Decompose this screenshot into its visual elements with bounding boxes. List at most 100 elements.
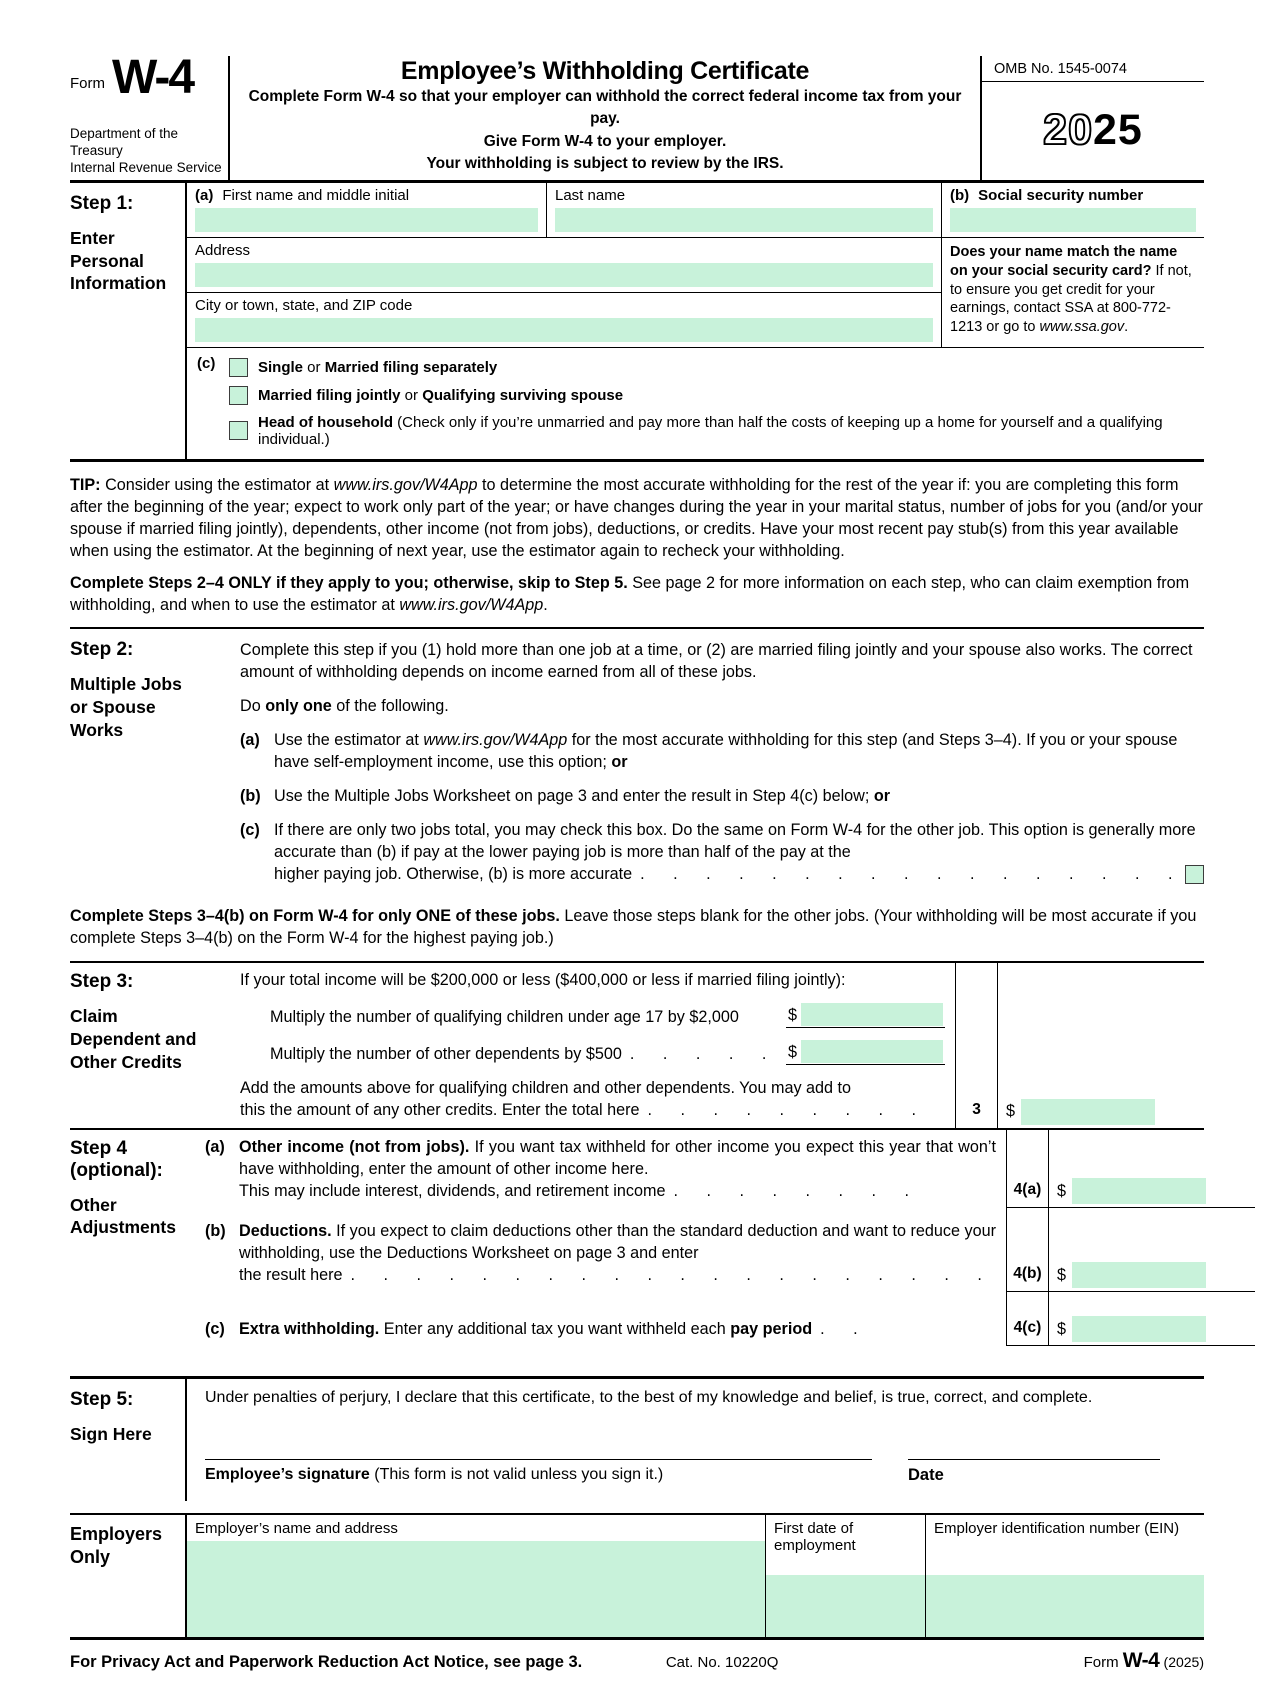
two-jobs-checkbox[interactable]	[1185, 864, 1204, 884]
step3-body: If your total income will be $200,000 or…	[240, 963, 1204, 1128]
do-text-2: of the following.	[331, 697, 449, 716]
step3-dependents-row: Multiply the number of other dependents …	[240, 1034, 1204, 1072]
omb-number: OMB No. 1545-0074	[982, 56, 1204, 82]
last-name-label: Last name	[555, 186, 626, 204]
last-name-cell: Last name	[547, 182, 942, 237]
footer-form-word: Form	[1083, 1653, 1119, 1671]
option-c-last-line: higher paying job. Otherwise, (b) is mor…	[274, 863, 1204, 885]
option-c-dot-leader: . . . . . . . . . . . . . . . . . . . .	[640, 865, 1185, 884]
step1-section: Step 1: Enter Personal Information (a) Fi…	[70, 182, 1204, 462]
step4-body: (a) Other income (not from jobs). If you…	[205, 1129, 1255, 1346]
form-subtitle-1: Complete Form W-4 so that your employer …	[248, 88, 962, 128]
first-name-input[interactable]	[195, 207, 538, 232]
privacy-act-notice: For Privacy Act and Paperwork Reduction …	[70, 1652, 583, 1671]
ein-spacer	[926, 1539, 1204, 1575]
step3-intro-row: If your total income will be $200,000 or…	[240, 963, 1204, 998]
step4b-dot-leader: . . . . . . . . . . . . . . . . . . . . …	[350, 1265, 996, 1284]
step1-sublabel: Enter Personal Information	[70, 227, 167, 294]
city-input[interactable]	[195, 317, 933, 342]
surviving-spouse-bold: Qualifying surviving spouse	[422, 386, 624, 404]
pay-period-bold: pay period	[730, 1319, 813, 1338]
deductions-bold: Deductions.	[239, 1221, 332, 1240]
address-input[interactable]	[195, 262, 933, 287]
children-amount-input[interactable]	[801, 1003, 943, 1027]
step5-label-block: Step 5: Sign Here	[70, 1379, 185, 1501]
tax-year-solid: 25	[1093, 106, 1143, 155]
steps24-note: Complete Steps 2–4 ONLY if they apply to…	[70, 572, 1204, 616]
filing-status-options: Single or Married filing separately Marr…	[229, 355, 1204, 451]
option-b-tag: (b)	[240, 787, 261, 806]
ein-input[interactable]	[926, 1574, 1204, 1637]
step2-body: Complete this step if you (1) hold more …	[240, 639, 1204, 889]
step2-section: Step 2: Multiple Jobs or Spouse Works Co…	[70, 629, 1204, 893]
last-name-input[interactable]	[555, 207, 933, 232]
steps24-bold: Complete Steps 2–4 ONLY if they apply to…	[70, 574, 628, 592]
step3-amtcol-spacer1	[997, 963, 1204, 998]
ssn-note-text: If not, to ensure you get credit for you…	[950, 262, 1192, 336]
line-4c-dollar-sign: $	[1056, 1319, 1066, 1338]
form-subtitle-2: Give Form W-4 to your employer.	[483, 132, 727, 150]
total-credits-amount-input[interactable]	[1021, 1098, 1156, 1125]
form-title-block: Employee’s Withholding Certificate Compl…	[230, 56, 980, 180]
dependents-amount-box: $	[785, 1040, 945, 1066]
ssn-input[interactable]	[950, 207, 1196, 232]
employer-name-address-input[interactable]	[187, 1540, 765, 1637]
agency-name: Department of the Treasury Internal Reve…	[70, 116, 222, 177]
estimator-url: www.irs.gov/W4App	[333, 475, 478, 494]
step2-option-c: (c) If there are only two jobs total, yo…	[240, 819, 1204, 885]
head-household-checkbox[interactable]	[229, 421, 248, 441]
filing-option-married-jointly-label: Married filing jointly or Qualifying sur…	[258, 387, 623, 404]
line-4c-number: 4(c)	[1005, 1291, 1048, 1346]
step4b-tag: (b)	[205, 1221, 226, 1240]
step4-sublabel: Other Adjustments	[70, 1194, 176, 1238]
line-4a-dollar-sign: $	[1056, 1181, 1066, 1200]
step3-total-dot-leader: . . . . . . . . . .	[647, 1101, 945, 1120]
employers-only-section: Employers Only Employer’s name and addre…	[70, 1512, 1204, 1640]
option-a-text-2: for the most accurate withholding for th…	[274, 731, 1178, 772]
footer-form-number: W-4	[1122, 1648, 1160, 1672]
step2-do-line: Do only one of the following.	[240, 695, 1204, 717]
married-jointly-checkbox[interactable]	[229, 385, 248, 405]
step4b-paragraph: Deductions. If you expect to claim deduc…	[239, 1220, 996, 1264]
employee-signature-line[interactable]: Employee’s signature (This form is not v…	[205, 1458, 872, 1485]
step3-dependents-content: Multiply the number of other dependents …	[240, 1034, 955, 1071]
other-income-amount-input[interactable]	[1071, 1177, 1206, 1204]
steps34-note: Complete Steps 3–4(b) on Form W-4 for on…	[70, 905, 1204, 949]
step3-label: Step 3:	[70, 971, 134, 993]
step4a-text-1: If you want tax withheld for other incom…	[239, 1137, 996, 1178]
option-a-url: www.irs.gov/W4App	[423, 731, 568, 750]
address-city-block: Address City or town, state, and ZIP cod…	[187, 237, 942, 347]
step4a-tag: (a)	[205, 1137, 225, 1156]
ssa-url: www.ssa.gov	[1039, 319, 1125, 336]
first-date-label: First date of employment	[774, 1519, 856, 1554]
form-footer-id: Form W-4 (2025)	[778, 1649, 1204, 1673]
step1-name-row: (a) First name and middle initial Last na…	[187, 182, 1204, 238]
dependents-amount-input[interactable]	[801, 1040, 943, 1064]
step4a-item: (a) Other income (not from jobs). If you…	[205, 1136, 996, 1202]
date-line[interactable]: Date	[908, 1458, 1160, 1485]
option-a-text: Use the estimator at www.irs.gov/W4App f…	[274, 729, 1204, 773]
steps24-url: www.irs.gov/W4App	[399, 596, 544, 615]
first-date-employment-input[interactable]	[766, 1574, 925, 1637]
step3-amtcol-spacer3	[997, 1034, 1204, 1072]
step3-label-block: Step 3: Claim Dependent and Other Credit…	[70, 963, 240, 1127]
step4b-text: Deductions. If you expect to claim deduc…	[239, 1220, 996, 1286]
tip-lead: TIP:	[70, 475, 101, 494]
form-id-block: Form W-4 Department of the Treasury Inte…	[70, 54, 230, 180]
footer-form-year: (2025)	[1163, 1653, 1204, 1670]
form-word: Form	[70, 74, 105, 92]
other-income-bold: Other income (not from jobs).	[239, 1137, 470, 1156]
step4-label-block: Step 4 (optional): Other Adjustments	[70, 1130, 205, 1346]
step3-sublabel: Claim Dependent and Other Credits	[70, 1006, 197, 1072]
step4c-dot-leader: . .	[820, 1319, 862, 1338]
extra-withholding-amount-input[interactable]	[1071, 1315, 1206, 1342]
single-or: or	[303, 358, 325, 376]
ssn-note-end: .	[1124, 319, 1129, 336]
ein-label: Employer identification number (EIN)	[934, 1519, 1180, 1537]
step4a-row: (a) Other income (not from jobs). If you…	[205, 1129, 1255, 1208]
step4c-tag: (c)	[205, 1319, 225, 1338]
single-checkbox[interactable]	[229, 357, 248, 377]
step4c-text-1: Enter any additional tax you want withhe…	[379, 1319, 731, 1338]
deductions-amount-input[interactable]	[1071, 1261, 1206, 1288]
step3-total-last-line: this the amount of any other credits. En…	[240, 1099, 945, 1121]
